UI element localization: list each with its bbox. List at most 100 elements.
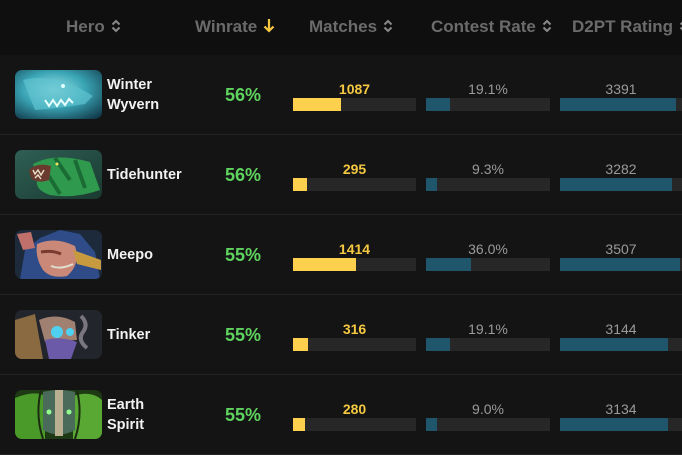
hero-name[interactable]: Tinker bbox=[107, 295, 197, 375]
d2pt-rating-value: 3507 bbox=[605, 241, 637, 257]
hero-name-line: Tidehunter bbox=[107, 167, 182, 183]
matches-value: 1414 bbox=[338, 241, 371, 257]
contest-rate-cell: 9.3% bbox=[426, 161, 550, 193]
matches-cell: 295 bbox=[293, 161, 416, 193]
d2pt-rating-bar bbox=[560, 258, 682, 271]
contest-rate-bar-fill bbox=[426, 178, 438, 191]
hero-name-line: Winter bbox=[107, 77, 152, 93]
column-header-contest-rate[interactable]: Contest Rate bbox=[431, 0, 552, 55]
hero-portrait-earth-spirit[interactable] bbox=[15, 390, 102, 439]
contest-rate-cell: 19.1% bbox=[426, 81, 550, 113]
column-header-hero[interactable]: Hero bbox=[66, 0, 121, 55]
d2pt-rating-cell: 3282 bbox=[560, 161, 682, 193]
column-header-winrate[interactable]: Winrate bbox=[195, 0, 275, 55]
contest-rate-cell: 9.0% bbox=[426, 401, 550, 433]
d2pt-rating-cell: 3391 bbox=[560, 81, 682, 113]
d2pt-rating-bar bbox=[560, 418, 682, 431]
matches-bar-fill bbox=[293, 98, 341, 111]
hero-name-line: Tinker bbox=[107, 327, 151, 343]
contest-rate-bar bbox=[426, 258, 550, 271]
matches-bar-fill bbox=[293, 178, 307, 191]
matches-bar bbox=[293, 178, 416, 191]
column-label: Contest Rate bbox=[431, 17, 536, 36]
winrate-value: 55% bbox=[224, 405, 262, 425]
matches-bar-fill bbox=[293, 258, 356, 271]
d2pt-rating-bar bbox=[560, 338, 682, 351]
contest-rate-bar-fill bbox=[426, 418, 438, 431]
hero-name-line: Spirit bbox=[107, 417, 145, 433]
column-label: Hero bbox=[66, 17, 105, 36]
contest-rate-value: 9.0% bbox=[472, 401, 504, 417]
hero-portrait-tidehunter[interactable] bbox=[15, 150, 102, 199]
sort-both-icon[interactable] bbox=[383, 19, 393, 33]
hero-name[interactable]: Winter Wyvern bbox=[107, 55, 197, 135]
column-label: D2PT Rating bbox=[572, 17, 674, 36]
hero-name[interactable]: Meepo bbox=[107, 215, 197, 295]
matches-cell: 280 bbox=[293, 401, 416, 433]
hero-portrait-tinker[interactable] bbox=[15, 310, 102, 359]
contest-rate-value: 9.3% bbox=[472, 161, 504, 177]
d2pt-rating-value: 3134 bbox=[605, 401, 637, 417]
matches-bar bbox=[293, 338, 416, 351]
hero-name[interactable]: Earth Spirit bbox=[107, 375, 197, 455]
contest-rate-value: 36.0% bbox=[468, 241, 508, 257]
contest-rate-bar bbox=[426, 418, 550, 431]
matches-bar-fill bbox=[293, 418, 306, 431]
column-label: Winrate bbox=[195, 17, 258, 36]
d2pt-rating-cell: 3507 bbox=[560, 241, 682, 273]
sort-both-icon[interactable] bbox=[542, 19, 552, 33]
matches-value: 1087 bbox=[338, 81, 371, 97]
column-header-matches[interactable]: Matches bbox=[309, 0, 393, 55]
d2pt-rating-cell: 3144 bbox=[560, 321, 682, 353]
hero-portrait-winter-wyvern[interactable] bbox=[15, 70, 102, 119]
matches-value: 280 bbox=[342, 401, 367, 417]
matches-value: 316 bbox=[342, 321, 367, 337]
contest-rate-bar-fill bbox=[426, 98, 450, 111]
table-row[interactable]: Winter Wyvern 56% 1087 19.1% 3391 bbox=[0, 55, 682, 135]
matches-value: 295 bbox=[342, 161, 367, 177]
table-row[interactable]: Earth Spirit 55% 280 9.0% 3134 bbox=[0, 375, 682, 455]
matches-cell: 1087 bbox=[293, 81, 416, 113]
winrate-value: 55% bbox=[224, 325, 262, 345]
winrate-value: 55% bbox=[224, 245, 262, 265]
matches-bar bbox=[293, 418, 416, 431]
d2pt-rating-bar-fill bbox=[560, 418, 668, 431]
d2pt-rating-cell: 3134 bbox=[560, 401, 682, 433]
contest-rate-bar bbox=[426, 178, 550, 191]
d2pt-rating-bar bbox=[560, 98, 682, 111]
hero-name-line: Meepo bbox=[107, 247, 153, 263]
contest-rate-bar bbox=[426, 98, 550, 111]
d2pt-rating-value: 3282 bbox=[605, 161, 637, 177]
matches-bar bbox=[293, 98, 416, 111]
winrate-value: 56% bbox=[224, 85, 262, 105]
contest-rate-bar bbox=[426, 338, 550, 351]
hero-portrait-meepo[interactable] bbox=[15, 230, 102, 279]
contest-rate-value: 19.1% bbox=[468, 81, 508, 97]
sort-desc-arrow-icon[interactable] bbox=[263, 18, 275, 33]
contest-rate-value: 19.1% bbox=[468, 321, 508, 337]
table-row[interactable]: Tidehunter 56% 295 9.3% 3282 bbox=[0, 135, 682, 215]
hero-name[interactable]: Tidehunter bbox=[107, 135, 197, 215]
contest-rate-cell: 19.1% bbox=[426, 321, 550, 353]
column-label: Matches bbox=[309, 17, 378, 36]
d2pt-rating-bar-fill bbox=[560, 98, 676, 111]
hero-name-line: Earth bbox=[107, 397, 145, 413]
sort-both-icon[interactable] bbox=[111, 19, 121, 33]
table-row[interactable]: Meepo 55% 1414 36.0% 3507 bbox=[0, 215, 682, 295]
matches-bar-fill bbox=[293, 338, 308, 351]
d2pt-rating-value: 3391 bbox=[605, 81, 637, 97]
d2pt-rating-value: 3144 bbox=[605, 321, 637, 337]
matches-cell: 1414 bbox=[293, 241, 416, 273]
d2pt-rating-bar bbox=[560, 178, 682, 191]
column-header-d2pt-rating[interactable]: D2PT Rating bbox=[572, 0, 682, 55]
table-row[interactable]: Tinker 55% 316 19.1% 3144 bbox=[0, 295, 682, 375]
matches-bar bbox=[293, 258, 416, 271]
table-header: Hero Winrate Matches Contest Rate D2PT R… bbox=[0, 0, 682, 55]
hero-name-line: Wyvern bbox=[107, 97, 160, 113]
d2pt-rating-bar-fill bbox=[560, 338, 668, 351]
matches-cell: 316 bbox=[293, 321, 416, 353]
winrate-value: 56% bbox=[224, 165, 262, 185]
d2pt-rating-bar-fill bbox=[560, 178, 672, 191]
d2pt-rating-bar-fill bbox=[560, 258, 680, 271]
contest-rate-bar-fill bbox=[426, 258, 471, 271]
